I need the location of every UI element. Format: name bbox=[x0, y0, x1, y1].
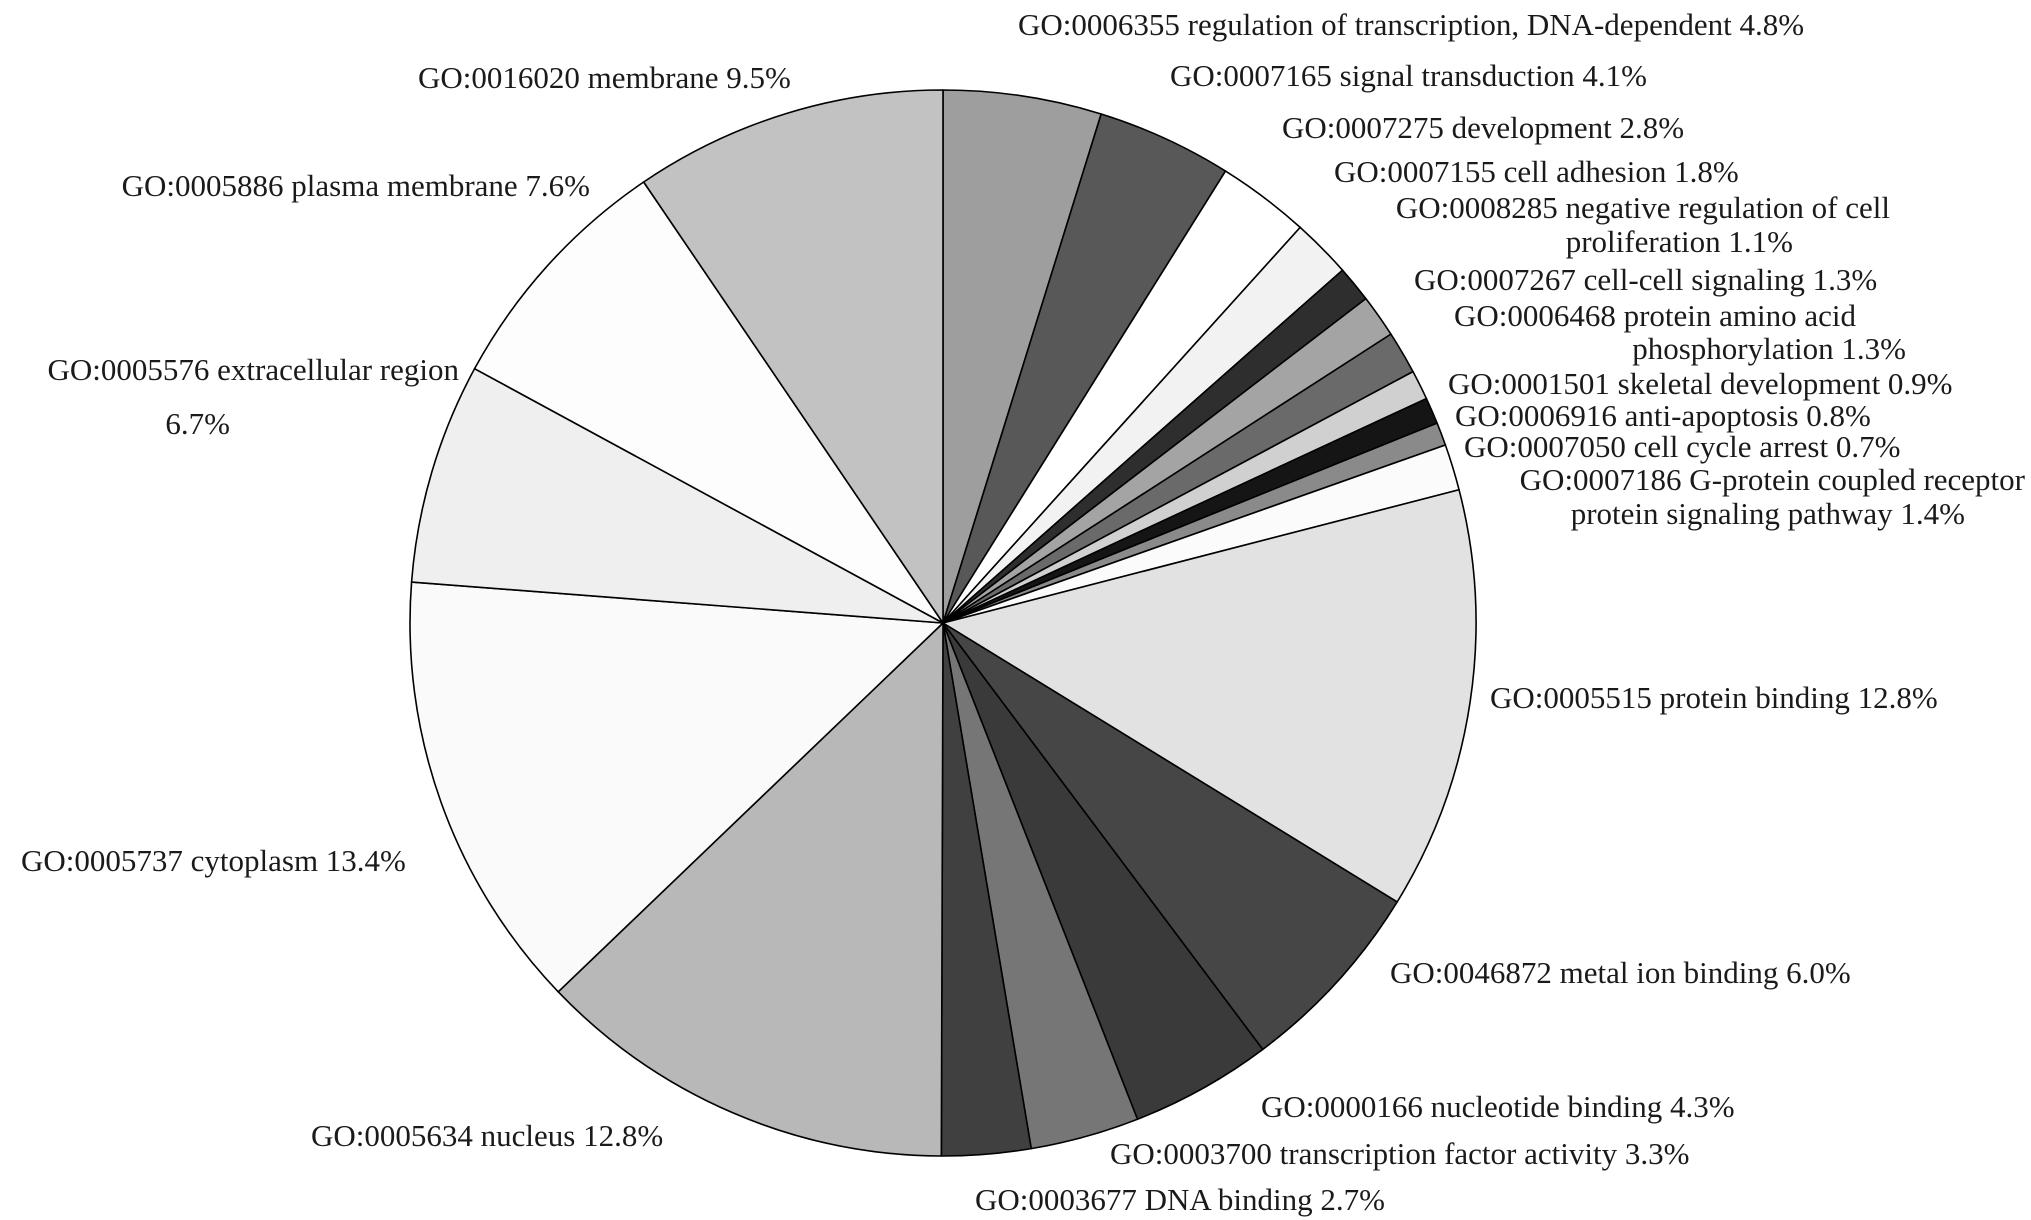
pie-slice-13 bbox=[942, 622, 1398, 1051]
pie-labels: GO:0006355 regulation of transcription, … bbox=[21, 7, 2026, 1217]
slice-label-4: GO:0007155 cell adhesion 1.8% bbox=[1334, 154, 1739, 189]
slice-label-7-line-2: phosphorylation 1.3% bbox=[1632, 331, 1906, 366]
pie-slices bbox=[409, 89, 1477, 1157]
slice-label-1: GO:0006355 regulation of transcription, … bbox=[1018, 7, 1804, 42]
slice-label-2: GO:0007165 signal transduction 4.1% bbox=[1170, 58, 1647, 93]
slice-label-8: GO:0001501 skeletal development 0.9% bbox=[1448, 366, 1953, 401]
slice-label-7-line-1: GO:0006468 protein amino acid bbox=[1454, 298, 1857, 333]
pie-slice-21 bbox=[642, 89, 944, 624]
slice-label-3: GO:0007275 development 2.8% bbox=[1282, 110, 1684, 145]
slice-label-9: GO:0006916 anti-apoptosis 0.8% bbox=[1455, 398, 1871, 433]
pie-slice-18 bbox=[409, 581, 944, 993]
pie-slice-1 bbox=[942, 89, 1102, 624]
slice-label-13: GO:0046872 metal ion binding 6.0% bbox=[1390, 955, 1851, 990]
slice-label-20: GO:0005886 plasma membrane 7.6% bbox=[122, 168, 590, 203]
slice-label-5-line-2: proliferation 1.1% bbox=[1566, 224, 1793, 259]
pie-slice-12 bbox=[942, 488, 1477, 903]
pie-slice-19 bbox=[410, 367, 944, 624]
slice-label-11-line-1: GO:0007186 G-protein coupled receptor bbox=[1520, 462, 2026, 497]
slice-label-18: GO:0005737 cytoplasm 13.4% bbox=[21, 843, 406, 878]
slice-label-16: GO:0003677 DNA binding 2.7% bbox=[975, 1182, 1385, 1217]
slice-label-15: GO:0003700 transcription factor activity… bbox=[1110, 1136, 1689, 1171]
slice-label-19-line-1: GO:0005576 extracellular region bbox=[48, 352, 460, 387]
pie-slice-17 bbox=[557, 622, 944, 1157]
slice-label-12: GO:0005515 protein binding 12.8% bbox=[1490, 680, 1938, 715]
slice-label-17: GO:0005634 nucleus 12.8% bbox=[311, 1118, 663, 1153]
slice-label-19-line-2: 6.7% bbox=[165, 406, 230, 441]
slice-label-10: GO:0007050 cell cycle arrest 0.7% bbox=[1464, 429, 1900, 464]
pie-slice-20 bbox=[473, 181, 944, 624]
slice-label-21: GO:0016020 membrane 9.5% bbox=[418, 60, 791, 95]
slice-label-11-line-2: protein signaling pathway 1.4% bbox=[1571, 496, 1965, 531]
slice-label-6: GO:0007267 cell-cell signaling 1.3% bbox=[1414, 262, 1877, 297]
slice-label-14: GO:0000166 nucleotide binding 4.3% bbox=[1261, 1089, 1735, 1124]
slice-label-5-line-1: GO:0008285 negative regulation of cell bbox=[1396, 190, 1890, 225]
